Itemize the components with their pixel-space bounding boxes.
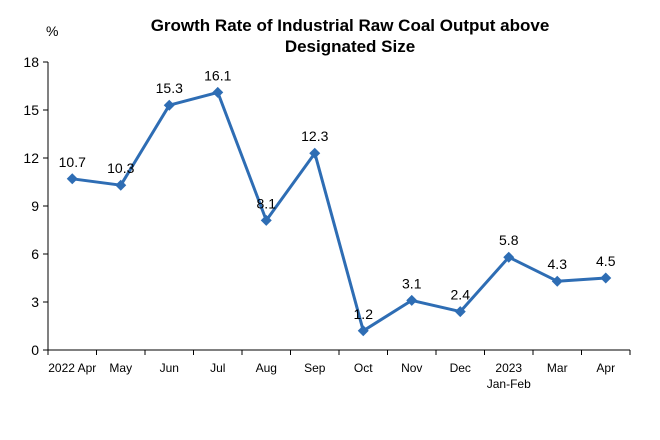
data-point-marker xyxy=(212,86,224,98)
data-point-marker xyxy=(600,272,612,284)
x-tick-label-line: Aug xyxy=(256,361,277,375)
data-point-marker xyxy=(454,306,466,318)
y-tick-label: 3 xyxy=(31,294,39,310)
x-tick-label-line: May xyxy=(109,361,132,375)
chart-axes xyxy=(47,62,630,351)
x-tick-label: Oct xyxy=(354,361,373,375)
x-tick-label: May xyxy=(109,361,132,375)
data-point-marker xyxy=(406,294,418,306)
y-tick-label: 18 xyxy=(23,54,39,70)
chart-title-line-2: Designated Size xyxy=(285,37,415,56)
x-tick-label-line: Apr xyxy=(596,361,615,375)
data-label: 12.3 xyxy=(301,128,328,144)
x-tick-label: Sep xyxy=(304,361,326,375)
x-tick-label: Nov xyxy=(401,361,422,375)
x-tick-label: 2022 Apr xyxy=(48,361,96,375)
x-tick-label-line: Jan-Feb xyxy=(487,377,531,391)
x-tick-label: 2023 Jan-Feb xyxy=(487,361,531,391)
x-tick-label: Jul xyxy=(210,361,225,375)
y-tick-label: 9 xyxy=(31,198,39,214)
x-tick-label-line: Jun xyxy=(160,361,179,375)
data-point-marker xyxy=(260,214,272,226)
x-tick-label: Apr xyxy=(596,361,615,375)
series-group xyxy=(66,86,612,337)
x-tick-label-line: Oct xyxy=(354,361,373,375)
chart-title-line-1: Growth Rate of Industrial Raw Coal Outpu… xyxy=(151,16,550,35)
x-tick-label: Jun xyxy=(160,361,179,375)
data-point-marker xyxy=(309,147,321,159)
x-tick-label-line: 2022 Apr xyxy=(48,361,96,375)
data-label: 16.1 xyxy=(204,67,231,83)
data-label: 5.8 xyxy=(499,232,519,248)
x-tick-label: Dec xyxy=(450,361,471,375)
y-axis-ticks: 0 3 6 9 12 15 18 xyxy=(23,54,48,358)
data-label: 2.4 xyxy=(451,287,471,303)
x-tick-label-line: Dec xyxy=(450,361,471,375)
x-tick-label-line: 2023 xyxy=(495,361,522,375)
data-point-marker xyxy=(551,275,563,287)
data-point-marker xyxy=(115,179,127,191)
data-label: 8.1 xyxy=(257,195,277,211)
data-label: 10.7 xyxy=(59,154,86,170)
x-axis-ticks: 2022 Apr May Jun Jul Aug Sep Oct Nov Dec 2023 Jan-… xyxy=(47,350,631,391)
data-label: 3.1 xyxy=(402,275,422,291)
y-tick-label: 12 xyxy=(23,150,39,166)
x-tick-label-line: Sep xyxy=(304,361,326,375)
data-label: 1.2 xyxy=(354,306,374,322)
data-point-marker xyxy=(357,325,369,337)
data-label: 15.3 xyxy=(156,80,183,96)
data-label: 10.3 xyxy=(107,160,134,176)
y-tick-label: 15 xyxy=(23,102,39,118)
x-tick-label: Mar xyxy=(547,361,568,375)
data-labels: 10.7 10.3 15.3 16.1 8.1 12.3 1.2 3.1 2.4 5.8 4.3 4.… xyxy=(59,67,616,321)
y-tick-label: 6 xyxy=(31,246,39,262)
x-tick-label-line: Jul xyxy=(210,361,225,375)
data-point-marker xyxy=(66,173,78,185)
series-line xyxy=(72,90,606,333)
y-tick-label: 0 xyxy=(31,342,39,358)
data-label: 4.5 xyxy=(596,253,616,269)
data-label: 4.3 xyxy=(548,256,568,272)
x-tick-label-line: Nov xyxy=(401,361,422,375)
x-tick-label: Aug xyxy=(256,361,277,375)
x-tick-label-line: Mar xyxy=(547,361,568,375)
y-axis-unit-label: % xyxy=(46,23,58,39)
data-point-marker xyxy=(163,99,175,111)
data-point-marker xyxy=(503,251,515,263)
